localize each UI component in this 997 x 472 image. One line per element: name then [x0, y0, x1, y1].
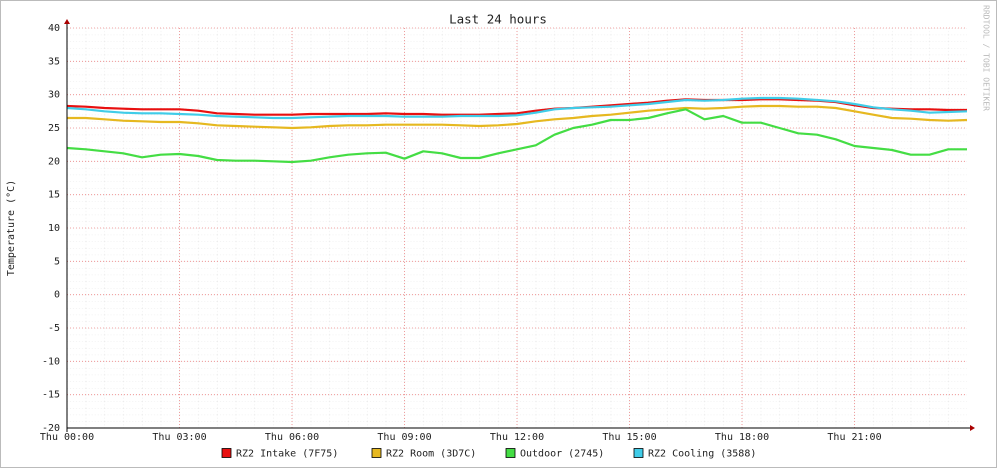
legend-label: RZ2 Room (3D7C) — [386, 449, 476, 460]
x-tick-label: Thu 21:00 — [827, 432, 881, 443]
y-tick-label: 0 — [54, 290, 60, 301]
legend-swatch — [371, 448, 382, 458]
legend-label: RZ2 Cooling (3588) — [648, 449, 756, 460]
legend-label: Outdoor (2745) — [520, 449, 604, 460]
y-axis-label: Temperature (°C) — [6, 180, 17, 276]
x-tick-label: Thu 18:00 — [715, 432, 769, 443]
legend-swatch — [221, 448, 232, 458]
grid — [66, 27, 967, 429]
legend-swatch — [633, 448, 644, 458]
y-tick-label: 5 — [54, 256, 60, 267]
y-tick-label: -20 — [42, 423, 60, 434]
y-tick-label: -5 — [48, 323, 60, 334]
y-tick-label: 10 — [48, 223, 60, 234]
legend-swatch — [505, 448, 516, 458]
y-tick-label: 20 — [48, 156, 60, 167]
lines — [66, 96, 968, 164]
y-tick-label: 15 — [48, 190, 60, 201]
watermark: RRDTOOL / TOBI OETIKER — [982, 5, 991, 111]
x-tick-label: Thu 09:00 — [377, 432, 431, 443]
y-arrow — [64, 19, 70, 24]
x-arrow — [970, 425, 975, 431]
series-line — [67, 104, 968, 130]
y-tick-label: 35 — [48, 56, 60, 67]
x-tick-label: Thu 03:00 — [152, 432, 206, 443]
legend: RZ2 Intake (7F75) RZ2 Room (3D7C) Outdoor … — [221, 448, 756, 460]
y-tick-label: 40 — [48, 23, 60, 34]
y-tick-label: -10 — [42, 356, 60, 367]
y-tick-label: 25 — [48, 123, 60, 134]
chart-title: Last 24 hours — [449, 12, 547, 27]
y-tick-label: -15 — [42, 390, 60, 401]
x-tick-label: Thu 12:00 — [490, 432, 544, 443]
legend-label: RZ2 Intake (7F75) — [236, 449, 338, 460]
series-line — [66, 96, 968, 120]
axes — [64, 19, 975, 432]
x-tick-label: Thu 06:00 — [265, 432, 319, 443]
y-tick-label: 30 — [48, 90, 60, 101]
series-line — [66, 108, 967, 164]
x-tick-label: Thu 00:00 — [40, 432, 94, 443]
x-tick-label: Thu 15:00 — [602, 432, 656, 443]
